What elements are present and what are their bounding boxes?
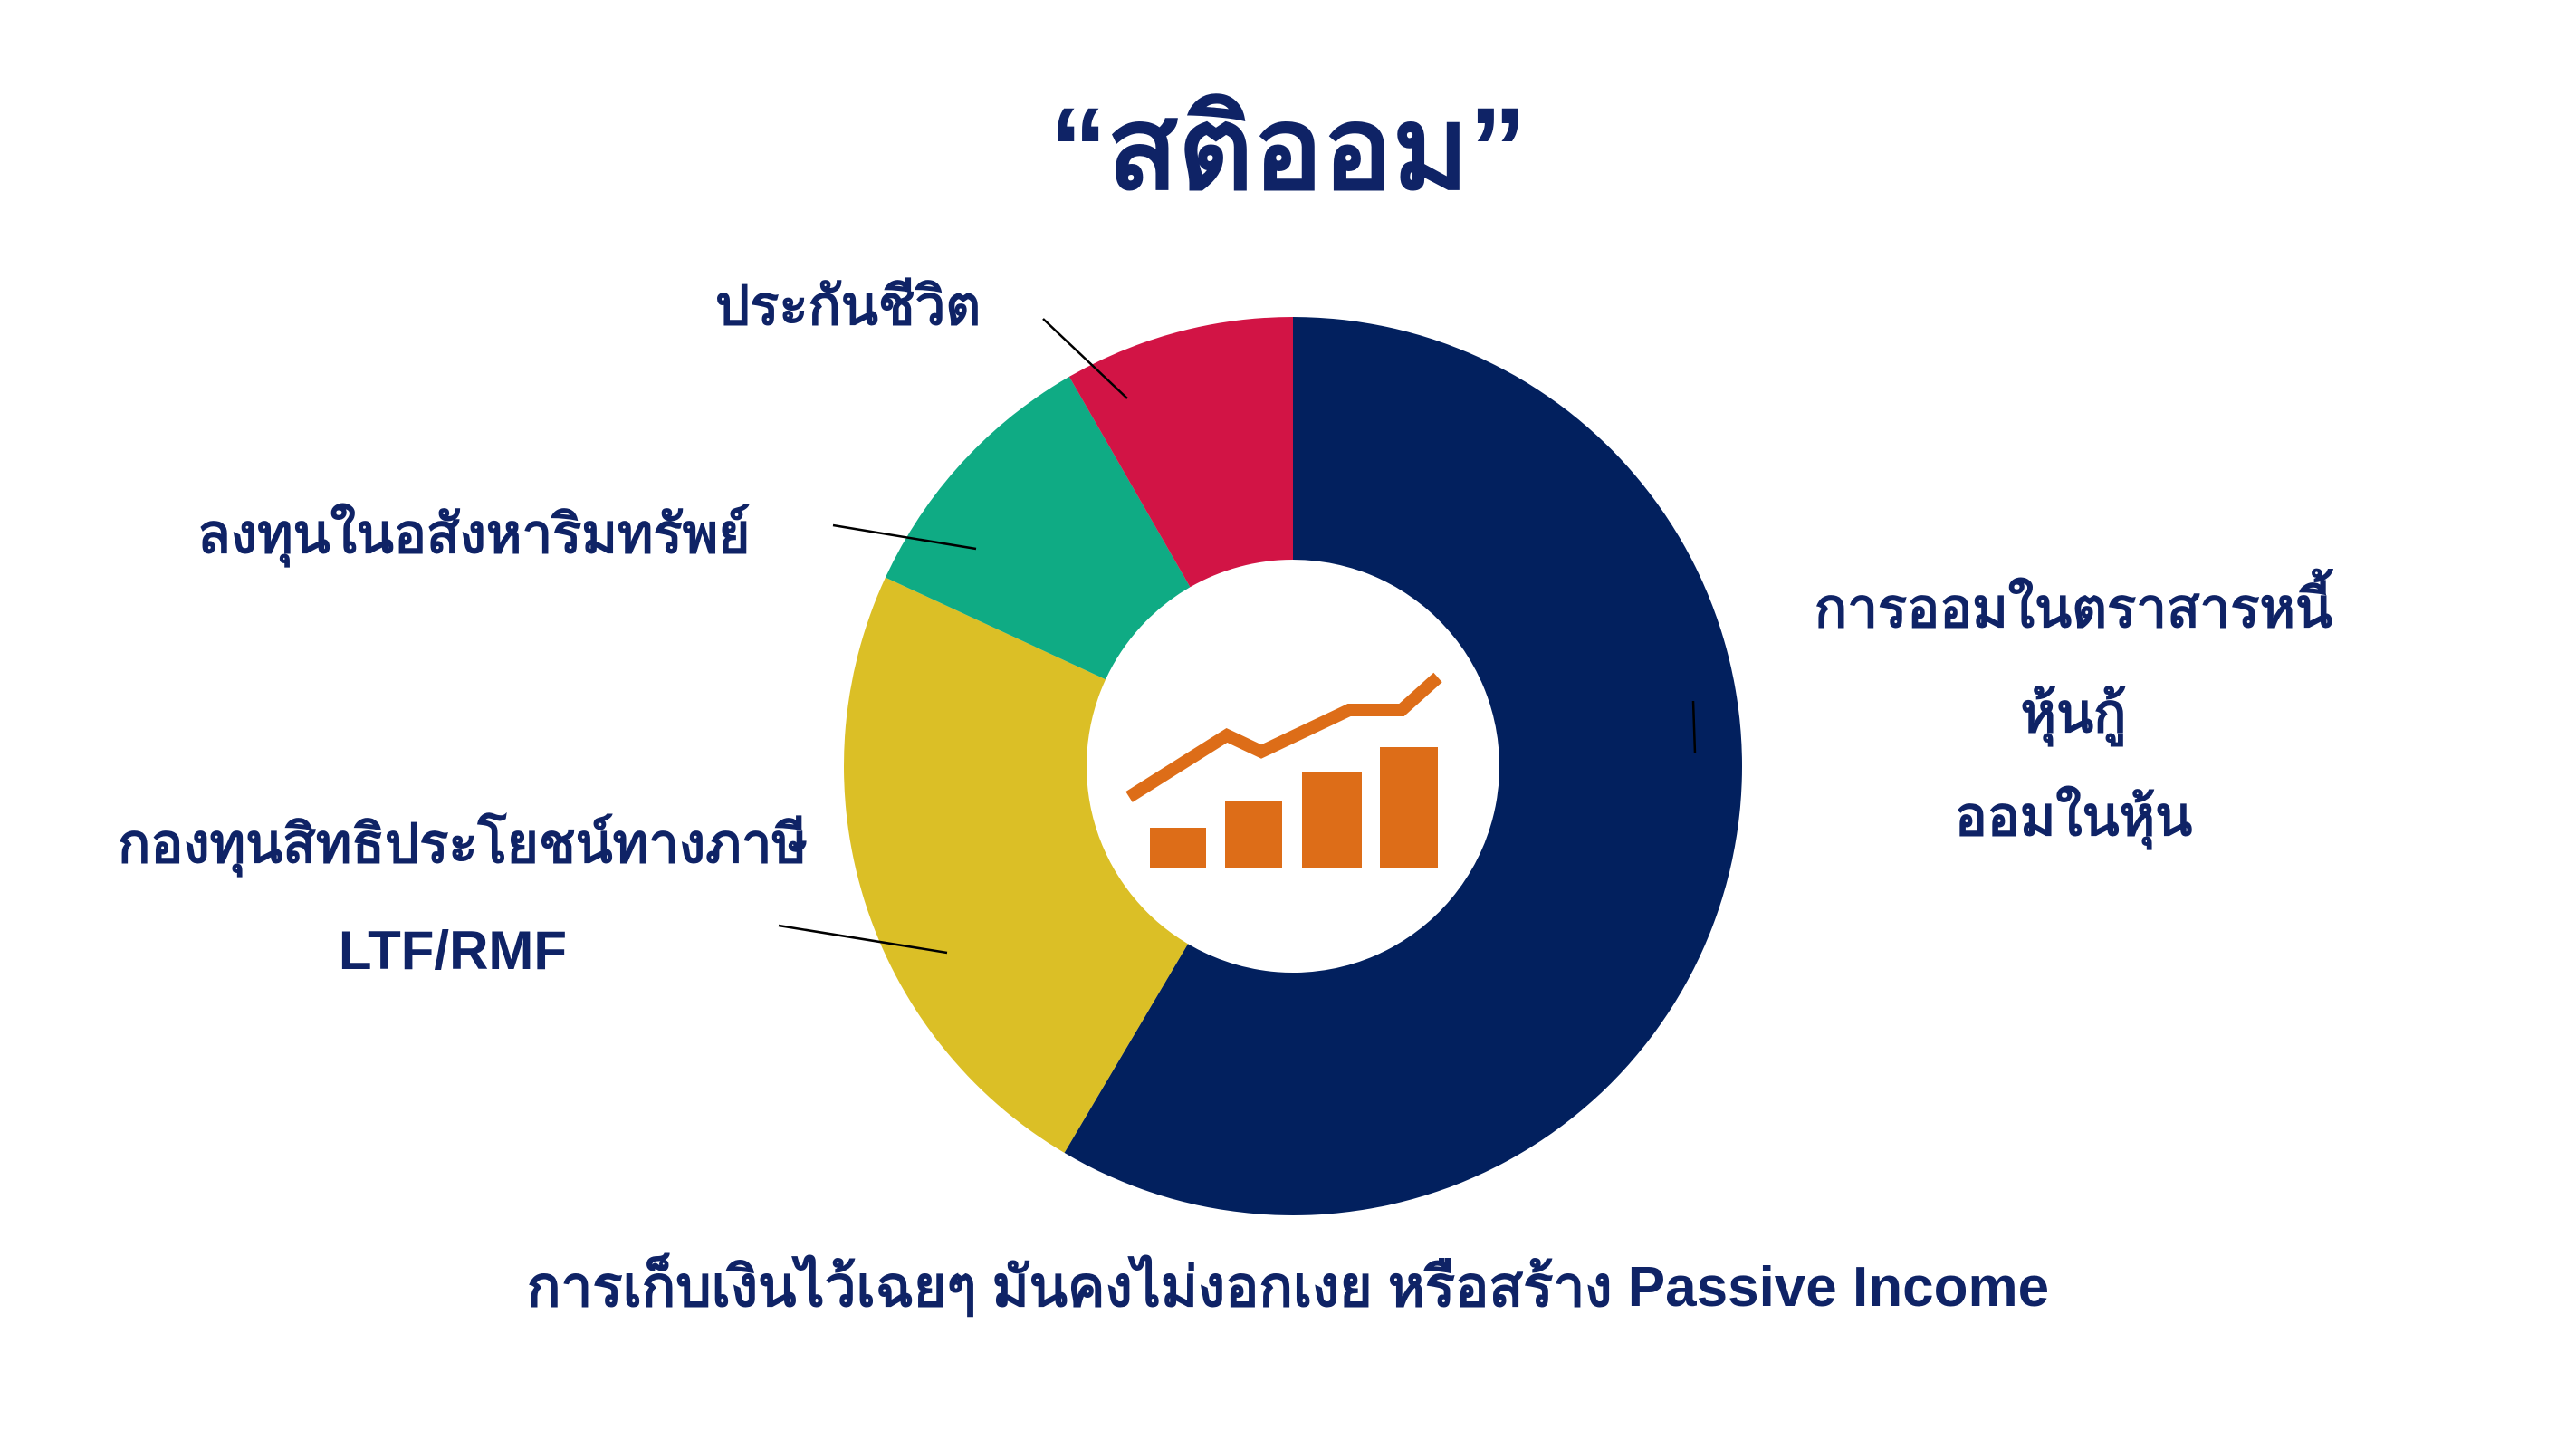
chart-caption: การเก็บเงินไว้เฉยๆ มันคงไม่งอกเงย หรือสร… <box>526 1256 2050 1319</box>
leader-line-bonds <box>1691 700 1697 754</box>
label-realestate: ลงทุนในอสังหาริมทรัพย์ <box>197 504 751 564</box>
icon-bar-4 <box>1380 747 1438 868</box>
trend-line <box>1125 672 1442 802</box>
leader-line-fund <box>778 924 948 955</box>
label-fund-line2: LTF/RMF <box>338 920 568 981</box>
slice-insurance <box>1068 317 1293 588</box>
slice-realestate <box>885 376 1191 680</box>
label-bonds-line3: ออมในหุ้น <box>1954 786 2193 847</box>
label-fund-line1: กองทุนสิทธิประโยชน์ทางภาษี <box>118 813 809 874</box>
slice-fund <box>843 577 1188 1153</box>
icon-bar-1 <box>1150 828 1206 868</box>
chart-title: “สติออม” <box>1049 84 1527 214</box>
label-bonds-line2: หุ้นกู้ <box>2020 683 2127 744</box>
donut-slices <box>843 317 1742 1215</box>
leader-line-realestate <box>832 523 977 551</box>
label-insurance: ประกันชีวิต <box>715 275 982 336</box>
icon-bar-3 <box>1302 772 1362 868</box>
label-bonds-line1: การออมในตราสารหนี้ <box>1814 578 2333 638</box>
growth-chart-icon <box>1125 672 1442 868</box>
icon-bar-2 <box>1225 801 1282 868</box>
leader-lines <box>778 318 1697 955</box>
slice-bonds <box>1064 317 1742 1215</box>
leader-line-insurance <box>1042 318 1128 399</box>
